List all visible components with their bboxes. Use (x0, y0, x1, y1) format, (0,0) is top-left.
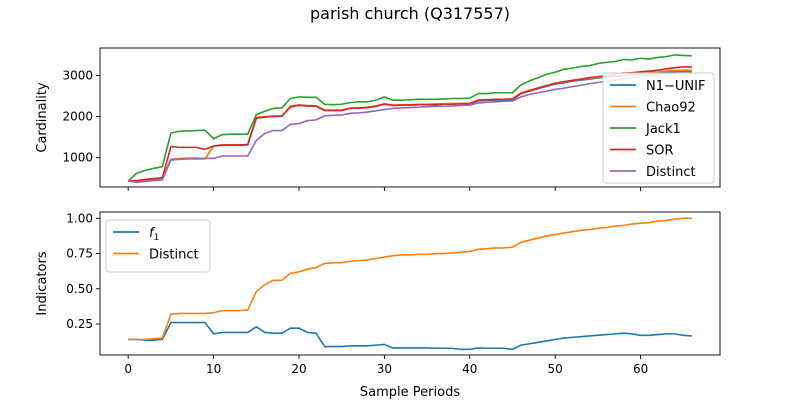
series-line-jack1 (127, 54, 692, 182)
series-line-distinct (128, 71, 692, 184)
x-tick-label: 20 (291, 362, 306, 376)
legend-label: f1 (149, 226, 159, 243)
series-group (127, 54, 692, 184)
y-axis-label: Cardinality (35, 82, 50, 153)
legend-label: Distinct (646, 165, 696, 180)
plot-area-frame (99, 47, 721, 188)
x-tick-label: 60 (633, 362, 648, 376)
x-tick-label: 50 (548, 362, 563, 376)
legend-label: Jack1 (645, 122, 681, 137)
x-axis-label: Sample Periods (360, 385, 460, 400)
legend: N1−UNIF Chao92 Jack1 SOR Distinct (602, 72, 715, 184)
series-line-distinct (128, 217, 692, 341)
x-tick-label: 0 (124, 362, 132, 376)
y-tick-label: 0.75 (66, 247, 93, 261)
legend-label: Chao92 (646, 101, 696, 116)
legend-box (602, 72, 715, 184)
chart-panel-1: 1000 2000 3000 Cardinality N1−UNIF Chao92 Jack… (35, 47, 721, 191)
series-line-f (128, 321, 692, 351)
chart-panel-2: 0 10 20 30 40 50 60 0.25 0.50 0.75 1.00 Indicators S… (35, 211, 721, 400)
legend-label: Distinct (149, 248, 199, 263)
y-tick-label: 0.25 (66, 317, 93, 331)
legend-label: SOR (646, 144, 674, 159)
legend-label: N1−UNIF (646, 79, 705, 94)
y-tick-label: 0.50 (66, 282, 93, 296)
y-axis-label: Indicators (35, 251, 50, 315)
x-tick-label: 30 (377, 362, 392, 376)
series-line-sor (128, 66, 692, 182)
figure-title: parish church (Q317557) (310, 4, 510, 23)
y-tick-label: 1000 (62, 151, 93, 165)
y-tick-label: 1.00 (66, 211, 93, 225)
legend-box (105, 219, 211, 273)
y-tick-label: 3000 (62, 69, 93, 83)
plot-area-frame (99, 211, 721, 356)
x-tick-label: 10 (206, 362, 221, 376)
legend: f1 Distinct (105, 219, 211, 273)
y-tick-label: 2000 (62, 110, 93, 124)
x-tick-label: 40 (462, 362, 477, 376)
series-group (128, 217, 692, 351)
